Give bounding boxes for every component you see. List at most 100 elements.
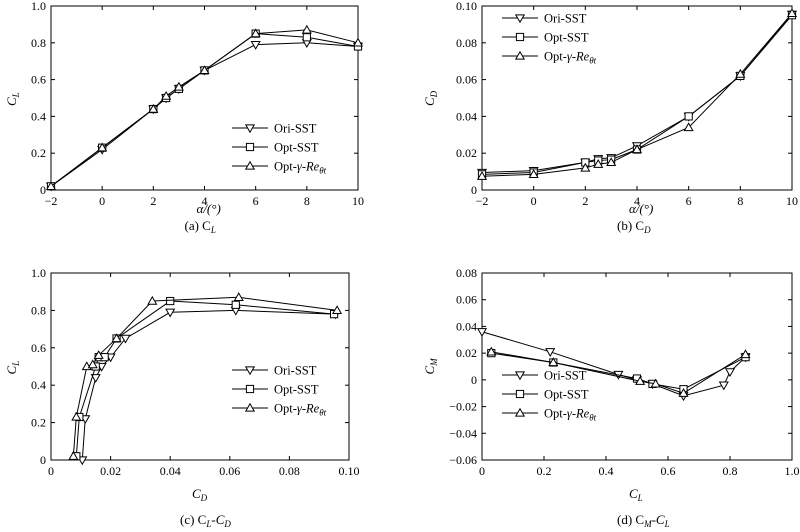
legend: Ori-SST Opt-SST Opt-γ-Reθt — [502, 12, 597, 66]
x-tick-label: 2 — [150, 194, 156, 208]
x-tick-label: 1.0 — [785, 464, 800, 478]
data-point-triangle-up — [161, 90, 172, 100]
legend-marker-triangle-down — [514, 371, 526, 381]
x-tick-label: 0.2 — [537, 464, 552, 478]
data-point-triangle-up — [786, 8, 798, 18]
legend-label: Opt-SST — [274, 141, 319, 155]
data-point-triangle-up — [740, 349, 751, 359]
legend-marker-square — [515, 32, 525, 42]
y-tick-label: −0.02 — [449, 400, 477, 414]
plot-frame — [481, 5, 793, 191]
x-tick-label: 10 — [352, 194, 364, 208]
x-tick-label: 0.02 — [100, 464, 121, 478]
legend-label: Ori-SST — [544, 12, 587, 26]
panel-3: 0 0.02 0.04 0.06 0.08 0.10 0 0.2 0.4 0.6 0.8 1.0 CD C… — [4, 266, 360, 529]
y-tick-label: −0.04 — [449, 426, 477, 440]
y-tick-label: 0.04 — [456, 109, 477, 123]
legend-label: Opt-γ-Reθt — [544, 50, 597, 66]
x-tick-label: 10 — [786, 194, 798, 208]
panel-caption: (c) CL-CD — [180, 512, 231, 529]
legend-label: Opt-SST — [544, 31, 589, 45]
series-line-square — [75, 300, 335, 457]
data-point-triangle-up — [476, 170, 488, 180]
data-point-square — [231, 300, 240, 309]
legend: Ori-SST Opt-SST Opt-γ-Reθt — [502, 369, 597, 423]
legend-marker-triangle-up — [514, 50, 526, 60]
data-point-triangle-up — [580, 162, 591, 172]
y-axis-title: CM — [422, 358, 439, 375]
data-point-triangle-up — [593, 159, 604, 168]
legend-label: Opt-γ-Reθt — [274, 402, 327, 418]
legend-marker-triangle-down — [514, 14, 526, 24]
legend-label: Opt-SST — [544, 388, 589, 402]
data-point-triangle-up — [147, 295, 158, 305]
data-point-triangle-up — [301, 24, 312, 34]
data-point-triangle-up — [635, 375, 646, 385]
data-point-triangle-up — [631, 144, 643, 154]
data-point-triangle-up — [735, 68, 746, 78]
x-tick-label: 4 — [202, 194, 208, 208]
panel-4: 0 0.2 0.4 0.6 0.8 1.0 −0.06 −0.04 −0.02 0 0.02 0.04… — [422, 266, 800, 529]
data-point-triangle-down — [718, 381, 729, 391]
y-axis-title: CL — [4, 92, 21, 106]
x-tick-label: 4 — [634, 194, 640, 208]
y-tick-label: 0 — [471, 373, 477, 387]
data-point-triangle-up — [45, 181, 57, 190]
data-point-triangle-up — [528, 169, 539, 179]
plot-frame — [50, 272, 350, 461]
data-point-triangle-up — [678, 388, 689, 397]
data-point-triangle-up — [352, 37, 364, 47]
y-tick-label: 1.0 — [31, 266, 46, 280]
legend-label: Ori-SST — [274, 364, 317, 378]
legend-marker-square — [245, 142, 255, 152]
data-point-triangle-up — [93, 350, 104, 359]
x-axis-title: α/(°) — [629, 201, 653, 216]
x-tick-label: 6 — [253, 194, 259, 208]
series-line-triangle-up — [491, 351, 746, 394]
x-tick-label: 0 — [479, 464, 485, 478]
data-point-triangle-up — [606, 157, 617, 167]
y-tick-label: 0.6 — [31, 73, 46, 87]
data-point-triangle-down — [165, 308, 176, 318]
panel-1: −2 0 2 4 6 8 1000.20.40.60.81.0α/(°)CLOri-SSTO… — [4, 0, 364, 235]
x-tick-label: 0.08 — [279, 464, 300, 478]
y-tick-label: 0.2 — [31, 416, 46, 430]
y-tick-label: 0.2 — [31, 146, 46, 160]
x-tick-label: 0 — [48, 464, 54, 478]
x-tick-label: 0.10 — [339, 464, 360, 478]
legend: Ori-SST Opt-SST Opt-γ-Reθt — [232, 122, 327, 176]
panel-2: −2 0 2 4 6 8 1000.020.040.060.080.10α/(°)CDOri… — [422, 0, 798, 235]
data-point-triangle-up — [71, 411, 82, 421]
legend-marker-square — [515, 389, 525, 399]
x-axis-title: CD — [192, 486, 208, 503]
legend-marker-triangle-up — [244, 402, 256, 412]
data-point-triangle-down — [545, 348, 556, 358]
panel-caption: (b) CD — [617, 218, 651, 235]
x-tick-label: 0.04 — [160, 464, 181, 478]
data-point-triangle-down — [120, 334, 131, 344]
x-tick-label: 6 — [686, 194, 692, 208]
y-tick-label: 0 — [40, 183, 46, 197]
data-point-triangle-down — [724, 368, 736, 378]
y-axis-title: CL — [4, 361, 21, 375]
y-tick-label: 0.02 — [456, 146, 477, 160]
x-tick-label: 0.06 — [219, 464, 240, 478]
data-point-triangle-up — [548, 357, 559, 367]
x-tick-label: 0.4 — [599, 464, 614, 478]
y-tick-label: 0.10 — [456, 0, 477, 13]
y-tick-label: 0.06 — [456, 293, 477, 307]
y-tick-label: 0.08 — [456, 266, 477, 280]
data-point-triangle-up — [148, 103, 159, 113]
y-tick-label: 0 — [40, 453, 46, 467]
data-point-triangle-up — [650, 378, 661, 388]
legend-label: Opt-γ-Reθt — [544, 407, 597, 423]
y-tick-label: 0.08 — [456, 36, 477, 50]
legend: Ori-SST Opt-SST Opt-γ-Reθt — [232, 364, 327, 418]
x-tick-label: 8 — [737, 194, 743, 208]
legend-label: Ori-SST — [274, 122, 317, 136]
data-point-triangle-up — [332, 305, 343, 315]
y-tick-label: −0.06 — [449, 453, 477, 467]
y-tick-label: 0.6 — [31, 341, 46, 355]
x-tick-label: 0 — [531, 194, 537, 208]
